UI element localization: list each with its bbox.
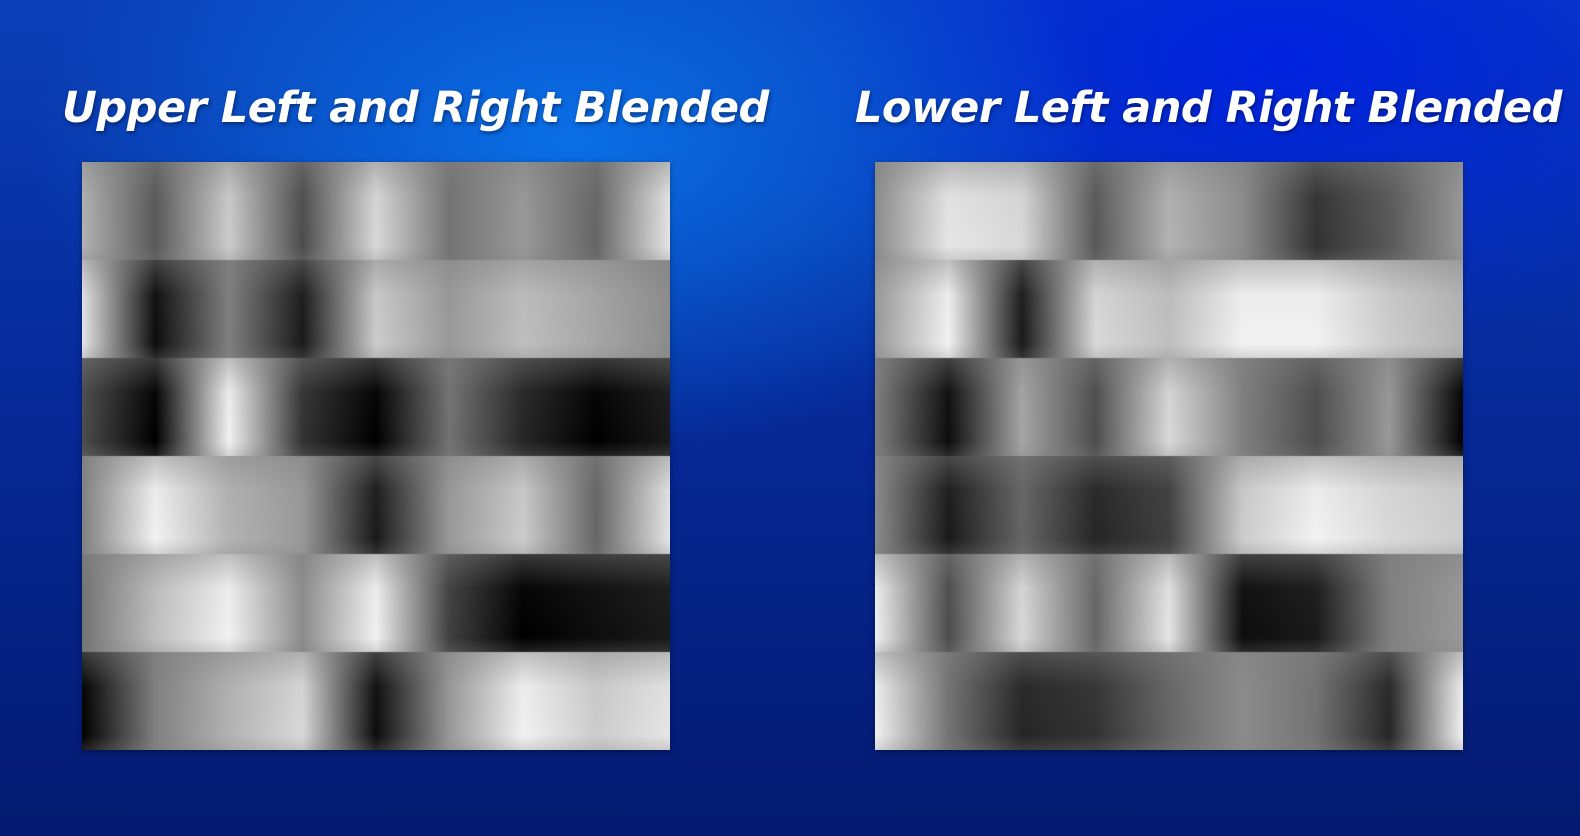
- right-panel-title: Lower Left and Right Blended: [855, 83, 1562, 133]
- left-panel-title: Upper Left and Right Blended: [62, 83, 769, 133]
- upper-left-right-blended-texture: [82, 162, 670, 750]
- lower-left-right-blended-texture: [875, 162, 1463, 750]
